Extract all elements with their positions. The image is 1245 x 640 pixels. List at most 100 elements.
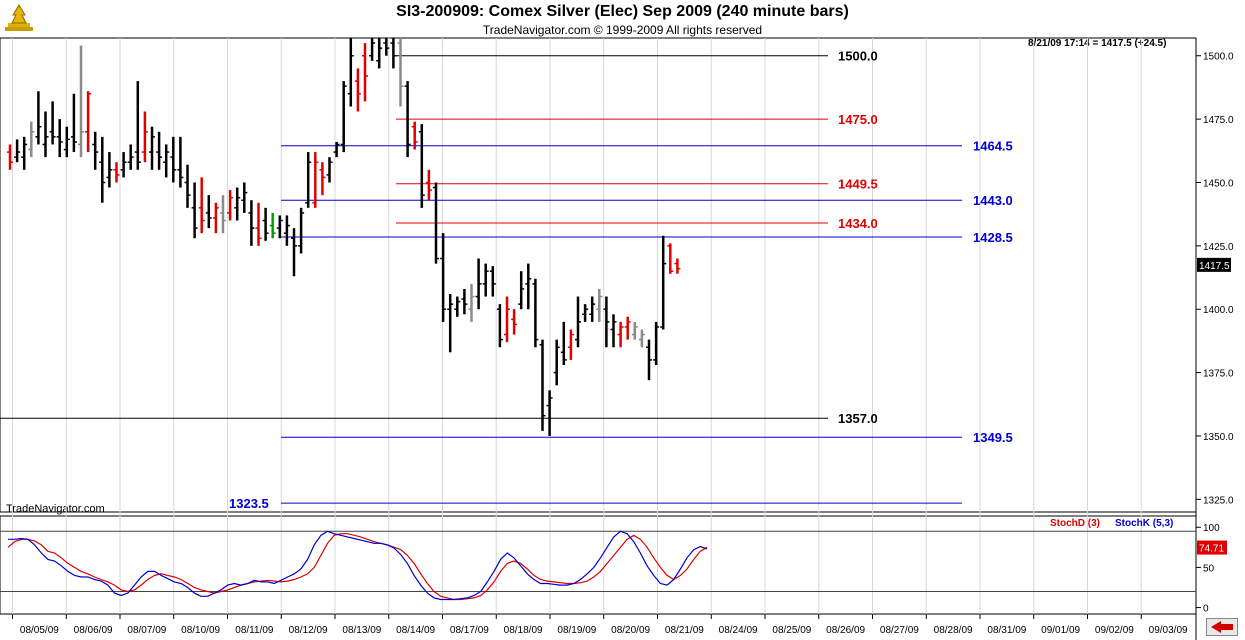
ohlc-bar — [447, 294, 454, 353]
ohlc-bar — [227, 190, 234, 221]
stoch-y-tick-label: 0 — [1203, 604, 1209, 615]
ohlc-bar — [283, 215, 290, 246]
ohlc-bar — [298, 207, 305, 254]
stoch-series-line — [8, 530, 708, 601]
ohlc-bar — [191, 182, 198, 239]
ohlc-bar — [638, 329, 645, 348]
ohlc-bar — [177, 136, 184, 188]
ohlc-bar — [553, 339, 560, 386]
ohlc-bar — [504, 296, 510, 343]
ohlc-bar — [291, 228, 297, 277]
ohlc-bar — [234, 187, 241, 221]
ohlc-bar — [525, 263, 532, 310]
ohlc-bar — [63, 126, 70, 158]
ohlc-bar — [134, 81, 141, 170]
ohlc-bar — [21, 136, 28, 170]
ohlc-bar — [511, 309, 518, 335]
ohlc-bar — [312, 152, 319, 208]
stoch-y-tick-label: 50 — [1203, 563, 1215, 574]
ohlc-bar — [589, 296, 596, 322]
ohlc-bar — [49, 101, 56, 145]
ohlc-bar — [347, 38, 354, 107]
ohlc-bar — [326, 157, 333, 183]
chart-title: SI3-200909: Comex Silver (Elec) Sep 2009… — [396, 3, 849, 20]
stoch-panel-frame — [0, 515, 1197, 615]
stoch-series-line — [7, 533, 708, 601]
stoch-last-value-label: 74.71 — [1199, 544, 1224, 555]
ohlc-bar — [468, 283, 475, 322]
price-level-label: 1349.5 — [973, 430, 1013, 445]
ohlc-bar — [42, 111, 49, 158]
ohlc-bar — [354, 68, 361, 112]
ohlc-bar — [205, 195, 212, 229]
ohlc-bar — [489, 266, 496, 297]
ohlc-bar — [653, 321, 660, 365]
ohlc-bar — [532, 278, 539, 348]
ohlc-bar — [220, 195, 226, 234]
ohlc-bar — [390, 38, 397, 69]
price-panel-frame — [0, 37, 1197, 513]
ohlc-bar — [120, 152, 127, 178]
x-tick-label: 08/31/09 — [987, 625, 1026, 636]
ohlc-bar — [85, 91, 92, 153]
y-tick-label: 1325.0 — [1203, 495, 1234, 506]
x-tick-label: 08/25/09 — [772, 625, 811, 636]
x-tick-label: 08/05/09 — [20, 625, 59, 636]
ohlc-bar — [99, 136, 106, 203]
y-tick-label: 1500.0 — [1203, 52, 1234, 63]
ohlc-bar — [425, 169, 432, 201]
ohlc-bar — [461, 288, 468, 315]
x-tick-label: 09/01/09 — [1041, 625, 1080, 636]
ohlc-bar — [35, 91, 42, 145]
ohlc-bar — [582, 304, 589, 322]
ohlc-bar — [92, 131, 99, 170]
ohlc-bar — [170, 136, 177, 183]
ohlc-bar — [376, 38, 383, 69]
ohlc-bar — [163, 144, 170, 178]
y-tick-label: 1375.0 — [1203, 369, 1234, 380]
ohlc-bar — [539, 339, 546, 431]
x-tick-label: 08/21/09 — [665, 625, 704, 636]
price-level-label: 1464.5 — [973, 139, 1013, 154]
ohlc-bar — [149, 126, 155, 170]
ohlc-bar — [397, 38, 404, 107]
ohlc-bar — [319, 162, 326, 196]
title-bar: SI3-200909: Comex Silver (Elec) Sep 2009… — [0, 0, 1245, 38]
y-tick-label: 1475.0 — [1203, 115, 1234, 126]
chart-subtitle: TradeNavigator.com © 1999-2009 All right… — [482, 23, 763, 37]
price-level-label: 1428.5 — [973, 230, 1013, 245]
ohlc-bar — [156, 131, 163, 170]
ohlc-bar — [617, 321, 624, 348]
price-level-label: 1357.0 — [838, 411, 878, 426]
x-tick-label: 09/02/09 — [1095, 625, 1134, 636]
ohlc-bar — [305, 152, 312, 208]
ohlc-bar — [56, 119, 63, 158]
ohlc-bar — [127, 144, 134, 170]
ohlc-bar — [262, 207, 269, 241]
x-tick-label: 08/13/09 — [342, 625, 381, 636]
x-tick-label: 08/27/09 — [880, 625, 919, 636]
stoch-legend-entry: StochD (3) — [1050, 518, 1100, 529]
ohlc-bar — [106, 152, 113, 188]
ohlc-bar — [212, 202, 219, 234]
ohlc-bar — [482, 263, 489, 297]
x-tick-label: 08/10/09 — [181, 625, 220, 636]
ohlc-bar — [496, 304, 503, 348]
ohlc-bar — [78, 45, 84, 158]
ohlc-bar — [454, 296, 461, 317]
ohlc-bar — [660, 235, 667, 330]
scroll-right-button[interactable] — [1206, 618, 1238, 636]
stoch-y-tick-label: 100 — [1203, 523, 1220, 534]
y-tick-label: 1400.0 — [1203, 305, 1234, 316]
ohlc-bar — [7, 144, 13, 170]
ohlc-bar — [362, 43, 368, 102]
last-price-box — [1197, 257, 1231, 272]
ohlc-bar — [14, 139, 21, 163]
ohlc-bar — [411, 121, 418, 150]
x-tick-label: 08/14/09 — [396, 625, 435, 636]
stoch-legend-entry: StochK (5,3) — [1115, 518, 1173, 529]
ohlc-bar — [596, 288, 603, 322]
ohlc-bar — [333, 141, 340, 158]
arrow-left-icon — [1211, 621, 1233, 633]
